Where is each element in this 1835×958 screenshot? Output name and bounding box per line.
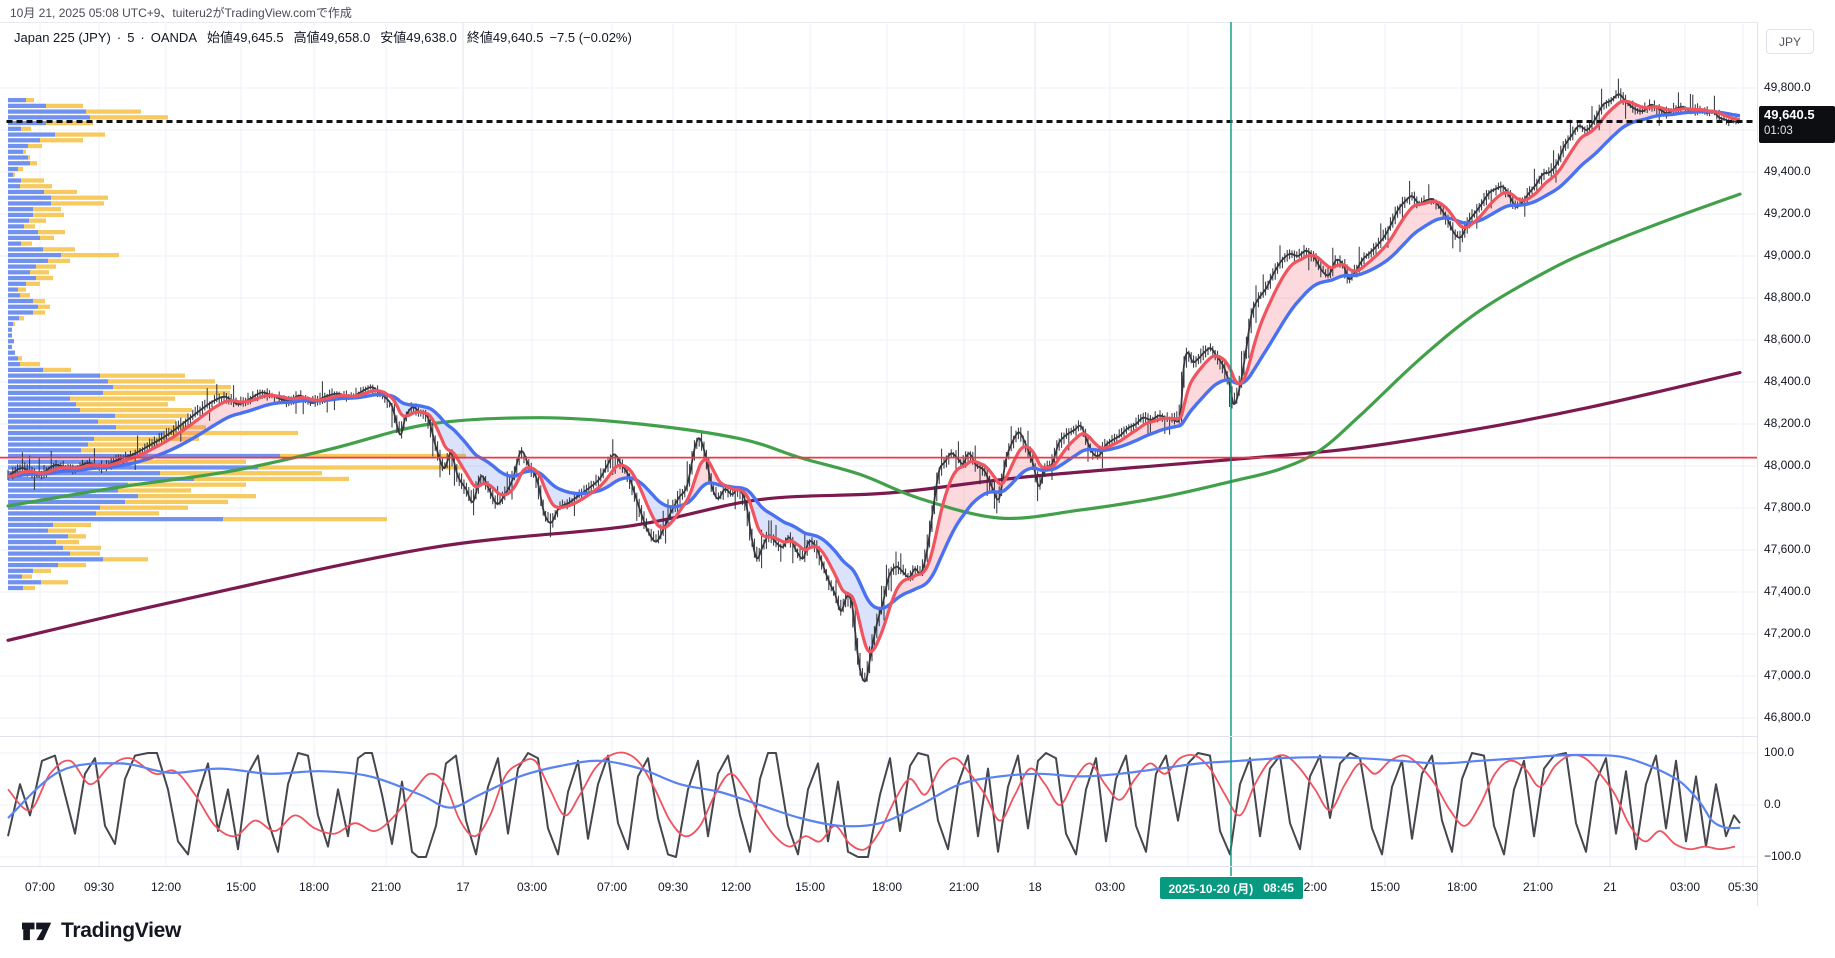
time-axis-label: 21:00 — [370, 880, 402, 894]
time-axis-label: 15:00 — [225, 880, 257, 894]
price-axis-label: 48,800.0 — [1764, 290, 1811, 304]
price-axis-label: 47,200.0 — [1764, 626, 1811, 640]
attribution-text: 10月 21, 2025 05:08 UTC+9、tuiteru2がTradin… — [10, 6, 352, 20]
time-axis-label: 03:00 — [1094, 880, 1126, 894]
legend-symbol[interactable]: Japan 225 (JPY) — [14, 30, 111, 45]
legend-high: 高値49,658.0 — [293, 30, 371, 45]
price-axis-label: 47,000.0 — [1764, 668, 1811, 682]
price-axis-label: 49,200.0 — [1764, 206, 1811, 220]
price-axis-label: 47,800.0 — [1764, 500, 1811, 514]
time-axis-label: 12:00 — [720, 880, 752, 894]
oscillator-lines — [7, 751, 1741, 858]
symbol-legend[interactable]: Japan 225 (JPY) · 5 · OANDA 始値49,645.5 高値49,65… — [14, 27, 638, 46]
price-bars — [7, 78, 1741, 683]
time-axis-label: 05:30 — [1727, 880, 1759, 894]
price-axis-label: 49,400.0 — [1764, 164, 1811, 178]
oscillator-axis-label: −100.0 — [1764, 849, 1802, 863]
last-price-badge: 49,640.5 01:03 — [1759, 106, 1835, 143]
time-axis-label: 21:00 — [948, 880, 980, 894]
time-axis-label: 15:00 — [794, 880, 826, 894]
time-axis-label: 03:00 — [516, 880, 548, 894]
legend-interval[interactable]: 5 — [127, 30, 135, 45]
tradingview-logo-text: TradingView — [61, 919, 182, 942]
ma-green-line — [6, 192, 1742, 521]
price-axis-label: 46,800.0 — [1764, 710, 1811, 724]
ma-red-line — [7, 99, 1741, 654]
time-axis-label: 12:00 — [1296, 880, 1328, 894]
time-axis-label: 18:00 — [1446, 880, 1478, 894]
legend-low: 安値49,638.0 — [380, 30, 457, 45]
price-axis-label: 47,400.0 — [1764, 584, 1811, 598]
tradingview-logo[interactable]: TradingView — [22, 918, 181, 944]
volume-profile — [8, 98, 466, 591]
time-axis-label: 09:30 — [657, 880, 689, 894]
time-axis-label: 07:00 — [596, 880, 628, 894]
price-axis-label: 49,000.0 — [1764, 248, 1811, 262]
time-axis-day-label: 21 — [1603, 880, 1617, 894]
time-axis-label: 18:00 — [298, 880, 330, 894]
crosshair-date: 2025-10-20 (月) — [1168, 881, 1254, 896]
crosshair-time: 08:45 — [1263, 881, 1294, 895]
price-axis-label: 48,000.0 — [1764, 458, 1811, 472]
pane-separators — [0, 736, 1835, 867]
legend-sep1: · — [116, 30, 122, 45]
time-axis-label: 18:00 — [871, 880, 903, 894]
time-axis-label: 21:00 — [1522, 880, 1554, 894]
gridlines — [0, 22, 1757, 866]
crosshair-date-badge: 2025-10-20 (月) 08:45 — [1159, 877, 1303, 899]
time-axis-day-label: 17 — [456, 880, 470, 894]
legend-open: 始値49,645.5 — [207, 30, 284, 45]
time-axis-label: 09:30 — [83, 880, 115, 894]
price-axis-label: 48,600.0 — [1764, 332, 1811, 346]
price-axis-label: 48,200.0 — [1764, 416, 1811, 430]
ma-ribbon-fill — [8, 101, 1740, 652]
price-axis-label: 47,600.0 — [1764, 542, 1811, 556]
legend-change: −7.5 (−0.02%) — [549, 30, 632, 45]
time-axis-label: 12:00 — [150, 880, 182, 894]
price-axis-label: 48,400.0 — [1764, 374, 1811, 388]
bar-countdown: 01:03 — [1764, 125, 1793, 137]
ma-maroon-line — [6, 371, 1742, 642]
currency-button[interactable]: JPY — [1766, 29, 1814, 54]
oscillator-axis-label: 0.0 — [1764, 797, 1781, 811]
ma-blue-line — [7, 109, 1741, 611]
legend-sep2: · — [140, 30, 145, 45]
legend-close: 終値49,640.5 — [466, 30, 544, 45]
time-axis-label: 15:00 — [1369, 880, 1401, 894]
tradingview-logo-icon — [22, 922, 52, 941]
price-axis-column[interactable] — [1757, 22, 1835, 906]
legend-exchange: OANDA — [150, 30, 197, 45]
last-price-value: 49,640.5 — [1764, 107, 1815, 122]
time-axis-label: 07:00 — [24, 880, 56, 894]
chart-top-border — [0, 22, 1835, 23]
oscillator-axis-label: 100.0 — [1764, 745, 1795, 759]
price-axis-label: 49,800.0 — [1764, 80, 1811, 94]
time-axis-label: 03:00 — [1669, 880, 1701, 894]
time-axis-day-label: 18 — [1028, 880, 1042, 894]
